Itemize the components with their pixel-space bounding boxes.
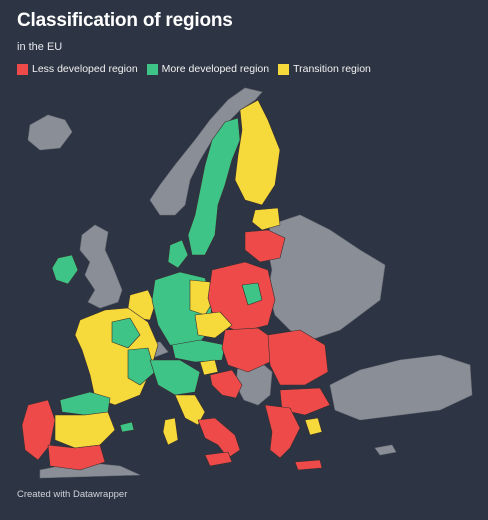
region-finland <box>234 99 281 206</box>
region-sicily <box>204 451 233 467</box>
map-subtitle: in the EU <box>17 41 63 53</box>
region-central-italy <box>174 394 206 426</box>
europe-map <box>21 87 473 479</box>
region-rhone <box>127 347 156 386</box>
legend-swatch-more-developed <box>146 63 158 75</box>
region-greek-islands <box>304 417 323 436</box>
region-spain-centre <box>54 411 116 449</box>
legend-label-more-developed: More developed region <box>161 63 270 75</box>
region-poland <box>207 261 276 333</box>
legend-label-transition: Transition region <box>293 63 371 75</box>
region-romania <box>267 329 329 386</box>
region-slovakia-hungary <box>221 327 276 373</box>
eu-regions <box>21 99 331 471</box>
cyprus <box>374 444 397 456</box>
map-title: Classification of regions <box>17 10 233 31</box>
footer-credit: Created with Datawrapper <box>17 489 128 500</box>
region-bulgaria <box>279 387 331 416</box>
region-estonia-latvia <box>251 207 281 231</box>
iceland <box>27 114 73 151</box>
region-portugal <box>21 399 56 461</box>
legend-swatch-less-developed <box>17 63 28 75</box>
region-ireland <box>51 254 79 285</box>
great-britain <box>79 224 123 309</box>
region-south-spain <box>47 444 106 471</box>
legend-label-less-developed: Less developed region <box>32 63 138 75</box>
region-austria <box>171 339 226 363</box>
region-balearics <box>119 421 135 433</box>
norway <box>149 87 263 216</box>
legend-swatch-transition <box>278 63 290 75</box>
region-warsaw <box>241 282 263 306</box>
region-denmark <box>167 239 189 269</box>
legend-item-less-developed: Less developed region <box>17 63 138 75</box>
region-slovenia <box>199 359 219 376</box>
region-crete <box>294 459 323 471</box>
legend-item-more-developed: More developed region <box>146 63 270 75</box>
region-czechia <box>194 311 233 339</box>
region-paris <box>111 317 141 349</box>
region-south-italy <box>197 417 241 459</box>
region-croatia <box>209 369 243 399</box>
region-east-germany <box>189 279 215 316</box>
russia-belarus-ukraine <box>267 214 386 341</box>
region-north-italy <box>149 359 201 396</box>
region-lithuania <box>244 229 286 263</box>
region-greece <box>264 404 301 459</box>
region-sweden <box>187 117 241 256</box>
turkey <box>329 354 473 421</box>
legend: Less developed region More developed reg… <box>17 63 371 75</box>
region-north-spain <box>59 391 111 416</box>
legend-item-transition: Transition region <box>278 63 371 75</box>
region-sardinia <box>162 417 179 446</box>
